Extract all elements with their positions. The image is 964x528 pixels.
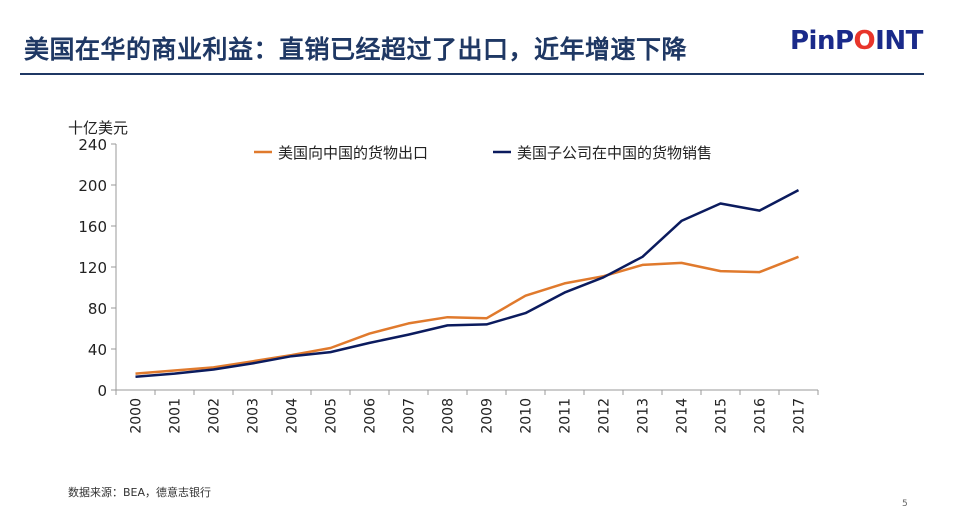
x-tick-label: 2014 [675,398,691,434]
y-tick-label: 40 [88,341,107,359]
chart-series [135,188,800,378]
x-tick-label: 2001 [168,398,184,434]
x-axis-ticks: 2000 2001 2002 2003 2004 2005 2006 2007 2008 2009… [115,390,819,434]
x-tick-label: 2000 [129,398,145,434]
page-number: 5 [902,499,908,509]
x-tick-label: 2011 [558,398,574,434]
data-source-note: 数据来源：BEA，德意志银行 [68,486,212,499]
y-axis-label: 十亿美元 [68,119,128,137]
title-divider [20,73,924,75]
series-line-1 [135,255,799,375]
x-tick-label: 2007 [402,398,418,434]
x-tick-label: 2002 [207,398,223,434]
y-tick-label: 240 [78,136,107,154]
x-tick-label: 2012 [597,398,613,434]
x-tick-label: 2010 [519,398,535,434]
logo-text-prefix: PinP [790,26,854,56]
y-tick-label: 200 [78,177,107,195]
y-tick-label: 80 [88,300,107,318]
legend-label-2: 美国子公司在中国的货物销售 [517,144,712,162]
y-tick-label: 160 [78,218,107,236]
x-tick-label: 2006 [363,398,379,434]
x-tick-label: 2003 [246,398,262,434]
logo-text-o: O [853,26,876,56]
x-tick-label: 2016 [753,398,769,434]
slide-title: 美国在华的商业利益：直销已经超过了出口，近年增速下降 [24,35,688,64]
logo-text-suffix: INT [875,26,923,56]
chart-axes [115,144,818,391]
y-tick-label: 120 [78,259,107,277]
legend-label-1: 美国向中国的货物出口 [278,144,428,162]
x-tick-label: 2009 [480,398,496,434]
series-line-2 [135,188,800,378]
chart-legend: 美国向中国的货物出口 美国子公司在中国的货物销售 [254,144,712,162]
y-tick-label: 0 [97,382,107,400]
x-tick-label: 2004 [285,398,301,434]
y-axis-ticks: 0 40 80 120 160 200 240 [78,136,116,400]
pinpoint-logo: PinPOINT [790,26,923,56]
x-tick-label: 2017 [792,398,808,434]
x-tick-label: 2015 [714,398,730,434]
x-tick-label: 2005 [324,398,340,434]
x-tick-label: 2013 [636,398,652,434]
x-tick-label: 2008 [441,398,457,434]
